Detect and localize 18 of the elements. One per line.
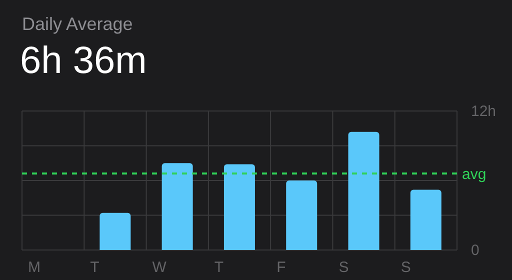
x-tick-label: F	[276, 259, 286, 276]
bar	[162, 163, 193, 250]
bar	[224, 164, 255, 250]
x-tick-label: T	[214, 259, 224, 276]
y-tick-label: 12h	[471, 103, 496, 120]
bar	[348, 132, 380, 250]
x-tick-label: T	[90, 259, 100, 276]
bar	[410, 190, 442, 250]
chart-subtitle: 6h 36m	[20, 40, 147, 83]
chart-title: Daily Average	[22, 14, 133, 35]
bar	[286, 180, 318, 250]
x-tick-label: S	[338, 259, 349, 276]
ref-line-label: avg	[462, 166, 486, 183]
x-tick-label: W	[152, 259, 168, 276]
y-tick-label: 0	[471, 242, 480, 259]
x-tick-label: M	[28, 259, 40, 276]
bar	[100, 212, 131, 250]
x-tick-label: S	[400, 259, 411, 276]
